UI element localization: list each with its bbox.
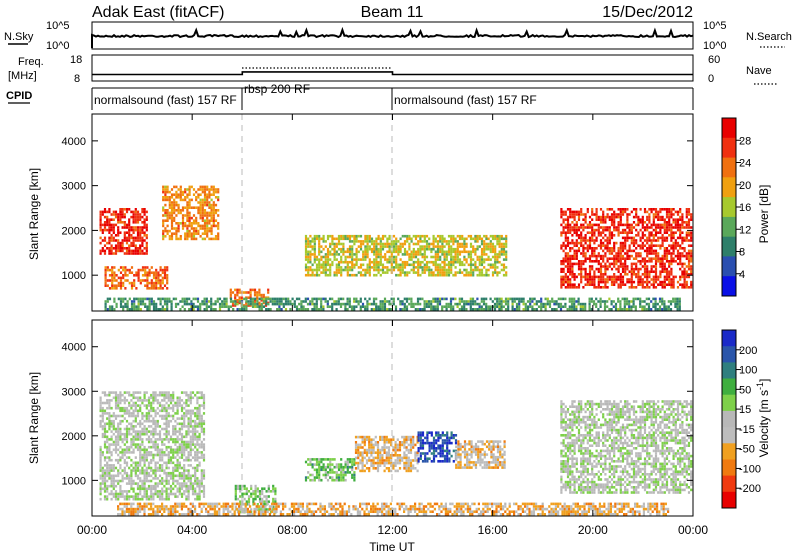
x-axis-label: Time UT [369,540,415,554]
velocity-ylabel: Slant Range [km] [27,372,41,464]
cpid-panel: CPID normalsound (fast) 157 RF rbsp 200 … [6,82,694,110]
date-title: 15/Dec/2012 [602,4,693,21]
velocity-panel: 4000 3000 2000 1000 Slant Range [km] 200 100… [27,319,771,517]
nsearch-label: N.Search [746,31,792,43]
colorbar-swatch [722,459,736,477]
x-tick-label: 00:00 [77,523,107,537]
colorbar-tick-label: 15 [739,404,751,416]
power-colorbar: 28 24 20 16 12 8 4 [721,117,751,297]
heatmap-region [117,502,670,516]
colorbar-tick-label: 100 [739,365,757,377]
freq-tick-top: 18 [70,54,82,66]
velocity-colorbar: 200 100 50 15 -15 -50 -100 -200 [721,329,761,509]
colorbar-tick-label: 28 [739,135,751,147]
colorbar-swatch [722,362,736,380]
colorbar-swatch [722,491,736,509]
heatmap-region [455,440,506,469]
colorbar-swatch [722,394,736,412]
heatmap-region [99,208,148,255]
heatmap-region [560,400,693,494]
colorbar-tick-label: 24 [739,158,751,170]
heatmap-region [104,266,169,290]
colorbar-swatch [722,118,736,139]
velocity-heatmap [99,391,693,516]
y-tick-label: 4000 [62,136,86,148]
nsearch-tick-bottom: 10^0 [703,40,727,52]
station-title: Adak East (fitACF) [92,4,224,21]
x-tick-label: 08:00 [277,523,307,537]
x-tick-label: 04:00 [177,523,207,537]
colorbar-swatch [722,177,736,198]
y-tick-label: 2000 [62,225,86,237]
cpid-segment-2: rbsp 200 RF [244,82,310,96]
heatmap-region [99,391,206,501]
colorbar-swatch [722,330,736,347]
heatmap-region [162,185,220,241]
freq-unit: [MHz] [8,70,37,82]
colorbar-swatch [722,197,736,218]
colorbar-tick-label: 4 [739,269,745,281]
cpid-label: CPID [6,90,32,102]
y-tick-label: 3000 [62,181,86,193]
colorbar-swatch [722,443,736,460]
nsky-series [91,26,694,48]
heatmap-region [354,435,419,473]
beam-title: Beam 11 [361,4,424,21]
colorbar-tick-label: 20 [739,180,751,192]
freq-label: Freq. [18,56,44,68]
heatmap-region [417,431,458,463]
power-colorbar-label: Power [dB] [757,185,771,244]
colorbar-tick-label: 16 [739,202,751,214]
freq-series [92,71,693,76]
colorbar-swatch [722,346,736,363]
y-tick-label: 1000 [62,270,86,282]
nsky-panel: N.Sky 10^5 10^0 10^5 10^0 N.Search [4,20,792,52]
velocity-colorbar-label: Velocity [m s-1] [755,379,771,458]
power-panel: 4000 3000 2000 1000 Slant Range [km] 28 24 20… [27,113,771,312]
y-tick-label: 1000 [62,475,86,487]
colorbar-tick-label: 12 [739,224,751,236]
x-tick-label: 00:00 [678,523,708,537]
cpid-segment-1: normalsound (fast) 157 RF [94,93,237,107]
colorbar-swatch [722,378,736,396]
colorbar-tick-label: -200 [739,483,761,495]
colorbar-tick-label: 200 [739,345,757,357]
nsky-tick-top: 10^5 [46,20,70,32]
cpid-segment-3: normalsound (fast) 157 RF [394,93,537,107]
x-tick-label: 20:00 [578,523,608,537]
colorbar-swatch [722,236,736,257]
nsky-tick-bottom: 10^0 [46,40,70,52]
nave-tick-top: 60 [708,54,720,66]
nave-label: Nave [746,65,772,77]
colorbar-swatch [722,157,736,178]
nsky-label: N.Sky [4,31,34,43]
colorbar-tick-label: 50 [739,384,751,396]
colorbar-swatch [722,137,736,159]
x-axis: 00:00 04:00 08:00 12:00 16:00 20:00 00:00 [77,114,708,537]
colorbar-tick-label: -50 [739,444,755,456]
colorbar-swatch [722,475,736,493]
colorbar-swatch [722,427,736,444]
colorbar-tick-label: 8 [739,247,745,259]
power-ylabel: Slant Range [km] [27,168,41,260]
heatmap-region [560,208,693,289]
colorbar-swatch [722,216,736,238]
freq-panel: Freq. [MHz] 18 8 60 0 Nave [8,54,778,85]
y-tick-label: 3000 [62,386,86,398]
nave-tick-bottom: 0 [708,73,714,85]
colorbar-swatch [722,410,736,428]
x-tick-label: 16:00 [478,523,508,537]
nsearch-tick-top: 10^5 [703,20,727,32]
colorbar-swatch [722,276,736,297]
y-tick-label: 4000 [62,342,86,354]
colorbar-swatch [722,256,736,277]
colorbar-tick-label: -100 [739,463,761,475]
y-tick-label: 2000 [62,431,86,443]
colorbar-tick-label: -15 [739,424,755,436]
heatmap-region [304,458,356,482]
x-tick-label: 12:00 [377,523,407,537]
freq-tick-bottom: 8 [74,73,80,85]
heatmap-region [104,297,681,311]
